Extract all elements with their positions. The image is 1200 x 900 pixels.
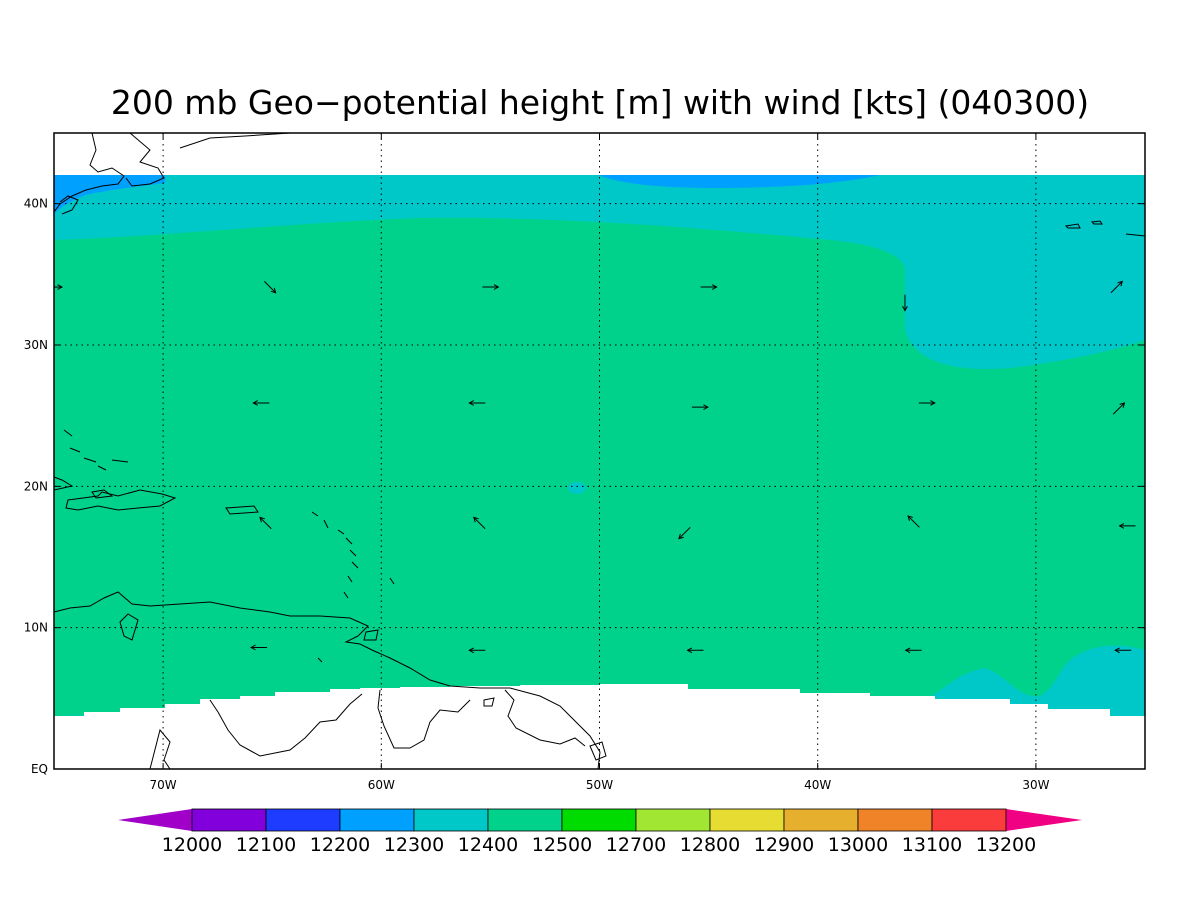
- colorbar-swatch: [783, 808, 859, 832]
- coastline-tobago: [317, 657, 323, 663]
- lat-tick-label: 20N: [24, 479, 48, 493]
- wind-arrow: [264, 281, 277, 294]
- lat-tick-label: 40N: [24, 197, 48, 211]
- lon-tick-label: 50W: [586, 778, 613, 792]
- map-title: 200 mb Geo−potential height [m] with win…: [111, 83, 1089, 122]
- coastline-lesser-antilles: [311, 511, 395, 599]
- coastline-newfoundland: [179, 133, 330, 149]
- wind-arrow: [252, 400, 270, 406]
- colorbar-label: 13000: [828, 834, 888, 856]
- coastline-cuba: [54, 476, 74, 491]
- colorbar-label: 12400: [458, 834, 518, 856]
- coastline-hispaniola: [65, 489, 177, 511]
- height-band-12300: [54, 175, 165, 214]
- colorbar-swatch: [191, 808, 267, 832]
- colorbar-high-extension: [1006, 809, 1082, 831]
- colorbar-swatch: [413, 808, 489, 832]
- colorbar-label: 12300: [384, 834, 444, 856]
- coastline-lake-maracaibo: [119, 613, 139, 641]
- height-band-12400-spot: [568, 482, 586, 494]
- height-band-12500: [54, 217, 1145, 716]
- wind-arrow: [902, 294, 908, 312]
- map-axes: 70W 60W 50W 40W 30W EQ 10N 20N 30N 40N: [24, 133, 1145, 792]
- colorbar-swatch: [709, 808, 785, 832]
- wind-arrow: [907, 515, 920, 528]
- lon-tick-label: 70W: [150, 778, 177, 792]
- wind-arrow: [468, 647, 486, 654]
- height-band-12300-east: [598, 175, 880, 188]
- colorbar-label: 12000: [162, 834, 222, 856]
- coastline-jamaica: [91, 489, 114, 499]
- wind-arrow: [904, 647, 922, 654]
- wind-arrow: [473, 516, 486, 530]
- colorbar-label: 12800: [680, 834, 740, 856]
- colorbar-swatch: [857, 808, 933, 832]
- coastline-bahamas: [63, 429, 129, 471]
- border-venezuela-guyana: [209, 693, 363, 757]
- colorbar-label: 12100: [236, 834, 296, 856]
- colorbar-low-extension: [118, 809, 192, 831]
- wind-arrow: [686, 647, 704, 654]
- lon-tick-label: 40W: [804, 778, 831, 792]
- wind-vectors: [54, 280, 1136, 654]
- wind-arrow: [1112, 402, 1126, 415]
- lon-tick-label: 30W: [1022, 778, 1049, 792]
- coastline-nova-scotia: [125, 133, 165, 187]
- colorbar-swatch: [339, 808, 415, 832]
- coastline-marajo: [589, 741, 607, 761]
- colorbar-label: 13100: [902, 834, 962, 856]
- coastline-puerto-rico: [225, 505, 259, 515]
- wind-arrow: [468, 400, 486, 406]
- coastlines: [54, 133, 1145, 769]
- grid-lines: [54, 133, 1145, 769]
- wind-arrow: [700, 284, 718, 290]
- colorbar-label: 12900: [754, 834, 814, 856]
- colorbar: 12000 12100 12200 12300 12400 12500 12700 12800…: [118, 808, 1082, 856]
- border-suriname-french-guiana: [504, 689, 586, 747]
- wind-arrow: [482, 284, 500, 290]
- lat-tick-label: 10N: [24, 621, 48, 635]
- plot-area: [54, 133, 1145, 769]
- lat-tick-label: EQ: [31, 762, 48, 776]
- wind-arrow: [1118, 523, 1136, 529]
- colorbar-label: 12700: [606, 834, 666, 856]
- wind-arrow: [1110, 280, 1124, 294]
- lake-island: [483, 697, 495, 707]
- wind-arrow: [691, 404, 709, 411]
- colorbar-swatch: [487, 808, 563, 832]
- colorbar-swatch: [635, 808, 711, 832]
- colorbar-swatch: [561, 808, 637, 832]
- wind-arrow: [1114, 647, 1132, 654]
- colorbar-swatch: [931, 808, 1007, 832]
- colorbar-label: 12200: [310, 834, 370, 856]
- coastline-south-america: [54, 591, 601, 769]
- coastline-trinidad: [363, 629, 379, 641]
- colorbar-swatch: [265, 808, 341, 832]
- wind-arrow: [259, 516, 272, 530]
- coastline-azores: [1064, 220, 1145, 237]
- lat-tick-label: 30N: [24, 338, 48, 352]
- lon-tick-label: 60W: [368, 778, 395, 792]
- wind-arrow: [250, 644, 268, 651]
- wind-arrow: [918, 400, 936, 406]
- no-data-bottom: [54, 684, 1145, 769]
- colorbar-label: 13200: [976, 834, 1036, 856]
- wind-arrow: [54, 284, 64, 290]
- wind-arrow: [678, 526, 691, 540]
- colorbar-label: 12500: [532, 834, 592, 856]
- coastline-cape-cod: [59, 195, 79, 215]
